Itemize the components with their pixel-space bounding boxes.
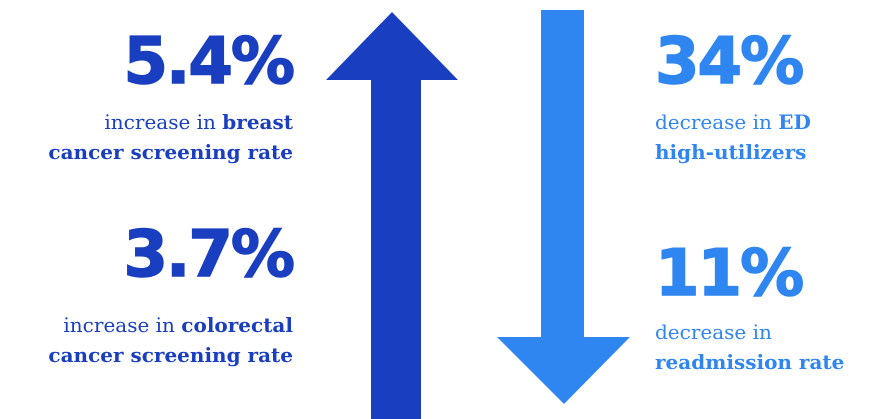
caption-bold-line2: readmission rate [655, 350, 844, 374]
stat-value: 3.7% [124, 223, 294, 287]
stat-value: 11% [655, 242, 802, 306]
caption-prefix: decrease in [655, 320, 772, 344]
stat-caption: increase in colorectal cancer screening … [48, 310, 293, 370]
up-arrow-icon [326, 12, 458, 419]
stat-readmission: 11% decrease in readmission rate [655, 0, 875, 419]
caption-prefix: increase in [63, 313, 181, 337]
caption-bold: colorectal [181, 313, 293, 337]
caption-bold-line2: cancer screening rate [48, 343, 293, 367]
stat-colorectal-screening: 3.7% increase in colorectal cancer scree… [0, 0, 293, 419]
stat-caption: decrease in readmission rate [655, 317, 844, 377]
down-arrow-icon [497, 10, 630, 404]
